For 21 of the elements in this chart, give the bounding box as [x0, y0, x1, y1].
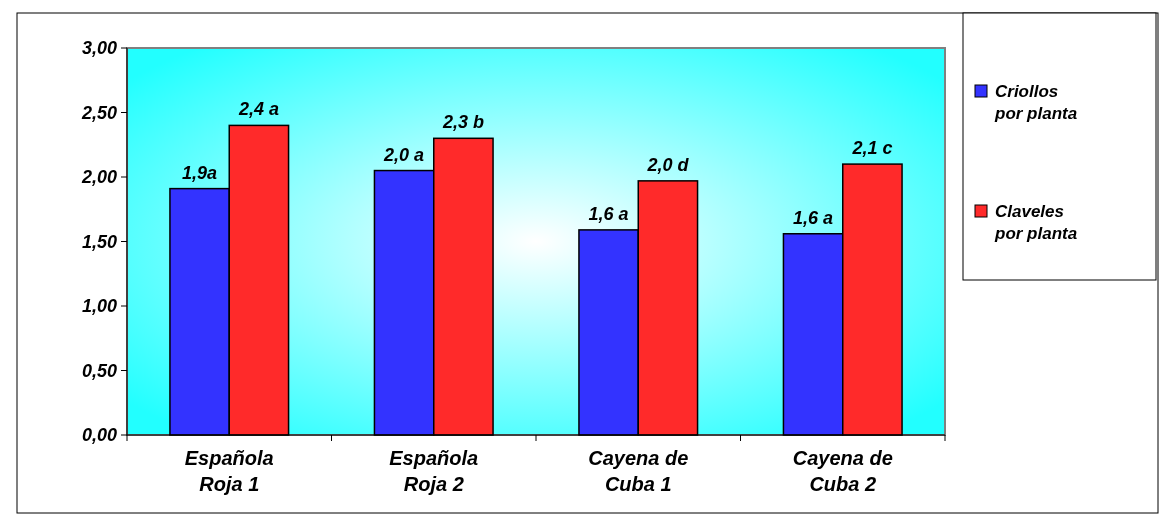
data-label: 1,6 a — [793, 207, 834, 228]
y-tick-label: 2,00 — [80, 167, 117, 188]
x-tick-label: Cayena de Cuba 1 — [588, 447, 689, 495]
y-tick-label: 1,00 — [81, 296, 117, 317]
legend-label: Criollos por planta — [994, 82, 1078, 123]
y-tick-label: 1,50 — [81, 231, 117, 252]
y-tick-label: 2,50 — [80, 102, 117, 123]
data-label: 2,3 b — [441, 112, 484, 133]
legend-label: Claveles por planta — [994, 202, 1078, 243]
data-label: 2,1 c — [851, 138, 893, 159]
y-tick-label: 0,50 — [81, 360, 117, 381]
x-tick-label: Española Roja 1 — [184, 447, 274, 495]
data-label: 1,9a — [182, 162, 218, 183]
y-tick-label: 3,00 — [81, 38, 117, 59]
data-label: 2,0 a — [383, 144, 425, 165]
data-label: 1,6 a — [588, 203, 629, 224]
data-label: 2,4 a — [237, 99, 279, 120]
x-tick-label: Cayena de Cuba 2 — [792, 447, 893, 495]
y-tick-label: 0,00 — [81, 425, 117, 446]
x-tick-label: Española Roja 2 — [389, 447, 479, 495]
data-label: 2,0 d — [646, 154, 690, 175]
